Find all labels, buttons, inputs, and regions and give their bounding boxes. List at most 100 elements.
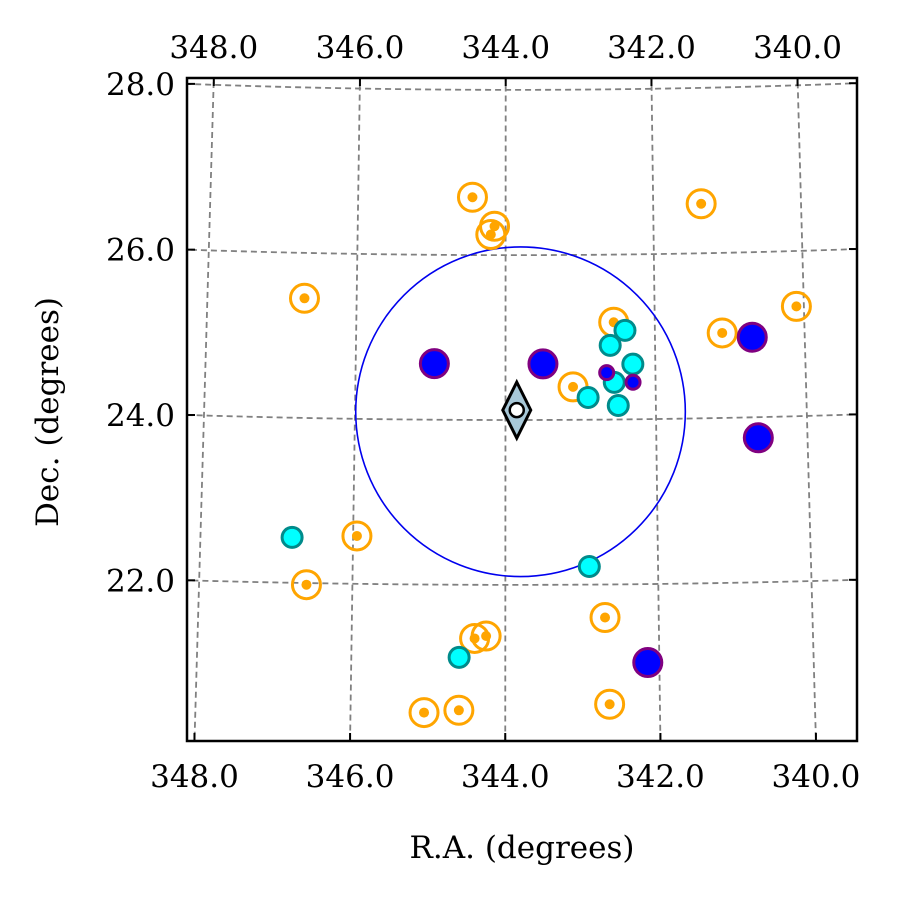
data-point-cyan [280,525,304,549]
data-points [280,181,812,729]
data-point-cyan [576,385,600,409]
y-tick-label: 24.0 [106,398,175,434]
data-point-blue [527,348,559,380]
orange-ring-marker [443,694,475,726]
data-point-orange-ring [456,181,488,213]
orange-dot-marker [467,192,478,203]
axis-ticks: 348.0 348.0 346.0 346.0 344.0 344.0 342.0 342.0… [106,30,860,795]
orange-ring-marker [594,688,626,720]
grid-line-ra [349,78,361,741]
orange-dot-marker [481,631,492,642]
data-point-orange-ring [341,520,373,552]
orange-dot-marker [299,293,310,304]
blue-marker [742,422,774,454]
y-tick-label: 26.0 [106,233,175,269]
orange-dot-marker [485,229,496,240]
grid-line-dec [187,248,857,257]
x-tick-label-bottom: 342.0 [616,759,705,795]
data-point-blue [736,321,768,353]
data-point-orange-ring [288,282,320,314]
data-point-cyan [606,393,630,417]
orange-ring-marker [470,620,502,652]
data-point-cyan [613,318,637,342]
data-point-cyan [577,554,601,578]
orange-dot-marker [489,221,500,232]
cyan-marker [447,645,471,669]
x-tick-label-top: 342.0 [607,30,696,66]
purple-marker [598,364,616,382]
x-tick-label-bottom: 348.0 [150,759,239,795]
x-axis-label: R.A. (degrees) [410,830,635,866]
x-tick-label-bottom: 344.0 [461,759,550,795]
grid-line-ra [193,78,215,741]
data-point-cyan [447,645,471,669]
data-point-orange-ring [408,697,440,729]
y-tick-label: 22.0 [106,563,175,599]
y-axis-label: Dec. (degrees) [30,297,66,527]
cyan-marker [621,352,645,376]
cyan-marker [576,385,600,409]
orange-ring-marker [780,290,812,322]
data-point-orange-ring [443,694,475,726]
blue-marker [418,348,450,380]
x-tick-label-top: 344.0 [461,30,550,66]
orange-ring-marker [341,520,373,552]
data-point-orange-ring [685,188,717,220]
blue-marker [632,647,664,679]
data-point-orange-ring [594,688,626,720]
orange-dot-marker [696,198,707,209]
orange-ring-marker [290,569,322,601]
orange-ring-marker [685,188,717,220]
blue-marker [527,348,559,380]
orange-dot-marker [301,579,312,590]
orange-dot-marker [717,327,728,338]
orange-dot-marker [600,612,611,623]
data-point-purple [598,364,616,382]
x-tick-label-bottom: 346.0 [306,759,395,795]
data-point-cyan [598,333,622,357]
orange-dot-marker [419,707,430,718]
data-point-orange-ring [475,218,507,250]
cyan-marker [598,333,622,357]
orange-dot-marker [453,705,464,716]
data-point-orange-ring [290,569,322,601]
search-region-circle [354,246,687,578]
orange-dot-marker [568,381,579,392]
orange-ring-marker [706,317,738,349]
grid-line-dec [187,82,857,91]
cyan-marker [280,525,304,549]
orange-ring-marker [456,181,488,213]
orange-dot-marker [791,301,802,312]
data-point-orange-ring [470,620,502,652]
purple-marker [624,373,642,391]
data-point-cyan [621,352,645,376]
data-point-blue [632,647,664,679]
blue-marker [736,321,768,353]
orange-ring-marker [475,218,507,250]
data-point-purple [624,373,642,391]
data-point-orange-ring [589,602,621,634]
grid-line-ra [504,78,507,741]
data-point-orange-ring [706,317,738,349]
orange-ring-marker [408,697,440,729]
x-tick-label-top: 340.0 [753,30,842,66]
x-tick-label-bottom: 340.0 [772,759,861,795]
orange-ring-marker [288,282,320,314]
data-point-blue [742,422,774,454]
cyan-marker [606,393,630,417]
orange-ring-marker [589,602,621,634]
cyan-marker [577,554,601,578]
orange-dot-marker [604,699,615,710]
data-point-orange-ring [780,290,812,322]
grid-line-dec [187,578,857,586]
cyan-marker [613,318,637,342]
plot-frame [185,76,859,743]
data-point-blue [418,348,450,380]
x-tick-label-top: 348.0 [169,30,258,66]
center-dot [508,401,526,419]
center-marker [501,378,533,442]
orange-dot-marker [351,530,362,541]
y-tick-label: 28.0 [106,67,175,103]
x-tick-label-top: 346.0 [316,30,405,66]
